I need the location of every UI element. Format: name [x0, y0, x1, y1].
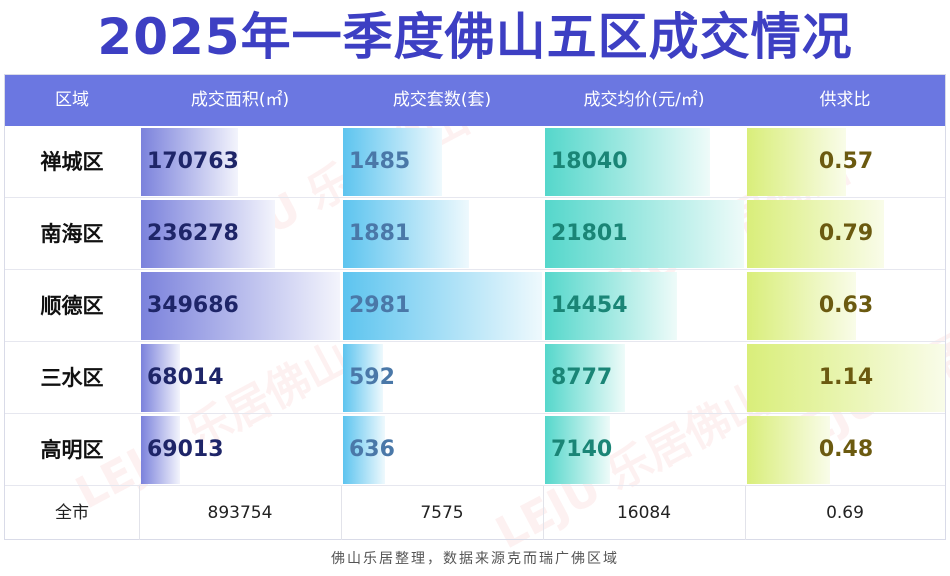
price-value: 18040 [551, 149, 628, 174]
ratio-bar [747, 344, 945, 412]
price-value: 21801 [551, 221, 628, 246]
units-value: 1881 [349, 221, 411, 246]
total-units: 7575 [420, 503, 464, 523]
header-area: 成交面积(㎡) [190, 90, 290, 110]
units-bar [343, 128, 442, 196]
ratio-value: 0.63 [818, 293, 874, 318]
price-bar [545, 272, 677, 340]
area-value: 349686 [147, 293, 239, 318]
area-value: 69013 [147, 437, 224, 462]
column-divider [745, 486, 746, 540]
total-price: 16084 [616, 503, 672, 523]
area-bar [141, 344, 180, 412]
table-row: 禅城区 170763 1485 18040 0.57 [5, 126, 945, 198]
district-label: 三水区 [40, 366, 104, 390]
column-divider [139, 486, 140, 540]
ratio-value: 1.14 [818, 365, 874, 390]
price-value: 14454 [551, 293, 628, 318]
total-area: 893754 [207, 503, 273, 523]
row-divider [5, 197, 945, 198]
table-header: 区域 成交面积(㎡) 成交套数(套) 成交均价(元/㎡) 供求比 [5, 75, 945, 126]
table-row: 三水区 68014 592 8777 1.14 [5, 342, 945, 414]
price-bar [545, 344, 625, 412]
ratio-bar [747, 200, 884, 268]
area-value: 170763 [147, 149, 239, 174]
header-price: 成交均价(元/㎡) [583, 90, 705, 110]
area-bar [141, 416, 180, 484]
district-label: 南海区 [40, 222, 104, 246]
area-value: 68014 [147, 365, 224, 390]
ratio-bar [747, 128, 846, 196]
district-label: 顺德区 [40, 294, 104, 318]
units-value: 636 [349, 437, 395, 462]
district-label: 禅城区 [40, 150, 104, 174]
units-bar [343, 344, 383, 412]
units-value: 1485 [349, 149, 411, 174]
header-units: 成交套数(套) [392, 90, 492, 110]
table-row: 南海区 236278 1881 21801 0.79 [5, 198, 945, 270]
data-table: 区域 成交面积(㎡) 成交套数(套) 成交均价(元/㎡) 供求比 禅城区 1707… [4, 74, 946, 540]
area-bar [141, 200, 275, 268]
header-district: 区域 [55, 90, 89, 110]
row-divider [5, 269, 945, 270]
source-note: 佛山乐居整理，数据来源克而瑞广佛区域 [331, 551, 619, 567]
area-value: 236278 [147, 221, 239, 246]
price-bar [545, 200, 744, 268]
ratio-value: 0.79 [818, 221, 874, 246]
district-label: 高明区 [40, 438, 104, 462]
row-divider [5, 341, 945, 342]
column-divider [341, 486, 342, 540]
area-bar [141, 128, 238, 196]
price-value: 8777 [551, 365, 613, 390]
total-ratio: 0.69 [826, 503, 864, 523]
table-row: 顺德区 349686 2981 14454 0.63 [5, 270, 945, 342]
ratio-bar [747, 272, 856, 340]
ratio-value: 0.48 [818, 437, 874, 462]
column-divider [543, 486, 544, 540]
row-divider [5, 485, 945, 486]
units-bar [343, 416, 385, 484]
ratio-bar [747, 416, 830, 484]
units-bar [343, 272, 542, 340]
units-value: 2981 [349, 293, 411, 318]
total-district: 全市 [55, 503, 89, 523]
row-divider [5, 413, 945, 414]
area-bar [141, 272, 340, 340]
table-row: 高明区 69013 636 7140 0.48 [5, 414, 945, 486]
units-bar [343, 200, 469, 268]
price-bar [545, 416, 610, 484]
page-title: 2025年一季度佛山五区成交情况 [97, 8, 853, 66]
units-value: 592 [349, 365, 395, 390]
header-ratio: 供求比 [819, 90, 871, 110]
price-bar [545, 128, 710, 196]
ratio-value: 0.57 [818, 149, 874, 174]
price-value: 7140 [551, 437, 613, 462]
